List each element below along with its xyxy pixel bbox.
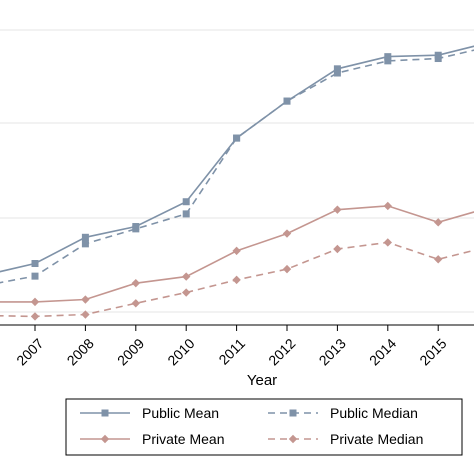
series-line (0, 49, 474, 284)
data-point (333, 65, 341, 73)
data-point (131, 278, 140, 288)
x-tick-label: 2015 (416, 335, 449, 368)
data-point (282, 264, 292, 274)
data-point (434, 55, 442, 63)
x-tick-label: 2014 (366, 335, 399, 368)
data-point (282, 229, 292, 238)
data-point (232, 246, 241, 256)
grid-lines (0, 29, 474, 313)
x-tick-label: 2012 (265, 335, 298, 368)
data-point (283, 97, 291, 105)
data-point (383, 201, 392, 211)
data-point (81, 240, 89, 248)
data-point (182, 210, 190, 218)
legend-item: Public Mean (80, 405, 219, 421)
data-point (132, 225, 140, 233)
data-point (383, 238, 392, 247)
data-point (182, 272, 191, 281)
data-point (333, 69, 341, 77)
legend-label: Public Median (330, 405, 418, 421)
legend-item: Private Mean (80, 431, 224, 447)
x-tick-label: 2009 (114, 335, 147, 368)
data-point (434, 218, 443, 227)
data-point (333, 205, 342, 214)
data-point (333, 244, 342, 254)
series-2 (0, 201, 474, 307)
data-point (384, 53, 392, 61)
legend-item: Private Median (268, 431, 423, 447)
x-tick-label: 2008 (64, 335, 97, 368)
series-3 (0, 238, 474, 321)
data-point (31, 272, 39, 280)
data-point (31, 260, 39, 268)
data-point (384, 57, 392, 65)
series-1 (0, 49, 474, 284)
legend-label: Private Median (330, 431, 423, 447)
data-point (434, 255, 443, 264)
x-tick-label: 2013 (316, 335, 349, 368)
legend-label: Public Mean (142, 405, 219, 421)
x-tick-label: 2010 (164, 335, 197, 368)
data-point (232, 275, 241, 285)
series-line (0, 45, 474, 273)
data-point (100, 434, 110, 444)
data-point (233, 134, 241, 142)
x-tick-label: 2007 (13, 335, 46, 368)
data-point (288, 434, 298, 444)
series-group (0, 45, 474, 321)
legend-item: Public Median (268, 405, 418, 421)
data-point (30, 297, 40, 307)
series-0 (0, 45, 474, 273)
data-point (182, 288, 191, 297)
legend-label: Private Mean (142, 431, 224, 447)
data-point (289, 409, 297, 417)
x-axis-ticks: 200720082009201020112012201320142015201 (13, 325, 474, 369)
data-point (81, 233, 89, 241)
x-axis-title: Year (247, 372, 277, 389)
data-point (101, 409, 109, 417)
data-point (182, 198, 190, 206)
data-point (30, 312, 40, 321)
legend: Public Mean Public Median Private Mean Priv… (65, 398, 463, 456)
x-tick-label: 2011 (215, 335, 248, 368)
data-point (131, 299, 140, 308)
legend-box (65, 398, 463, 456)
data-point (81, 295, 90, 304)
data-point (81, 310, 90, 319)
